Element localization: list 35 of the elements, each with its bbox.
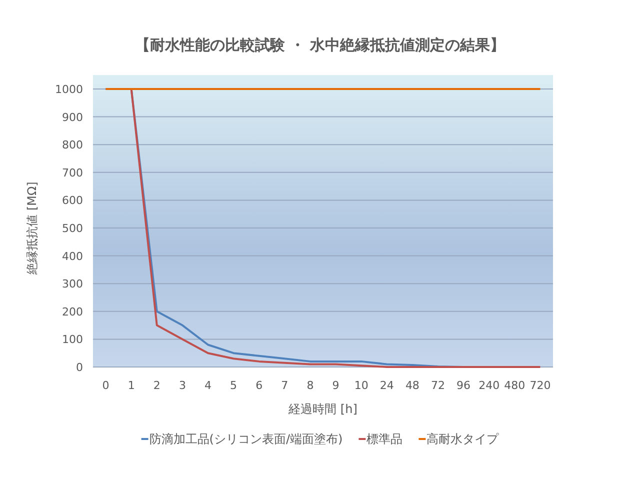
x-tick-label: 9 <box>332 379 340 392</box>
y-tick-label: 200 <box>62 305 83 318</box>
x-tick-label: 480 <box>504 379 526 392</box>
x-tick-label: 7 <box>281 379 288 392</box>
x-tick-label: 5 <box>230 379 238 392</box>
x-tick-label: 3 <box>178 379 186 392</box>
y-tick-label: 500 <box>62 222 83 235</box>
x-tick-label: 6 <box>256 379 263 392</box>
y-tick-label: 400 <box>62 250 83 263</box>
y-tick-label: 700 <box>62 166 83 180</box>
legend-label: 高耐水タイプ <box>426 432 500 446</box>
legend-label: 防滴加工品(シリコン表面/端面塗布) <box>149 432 343 446</box>
x-axis-title: 経過時間 [h] <box>288 402 358 416</box>
x-tick-label: 48 <box>405 379 420 392</box>
x-tick-label: 24 <box>380 379 394 392</box>
x-tick-label: 720 <box>530 379 551 392</box>
y-axis-title: 絶縁抵抗値 [MΩ] <box>25 182 39 276</box>
legend-label: 標準品 <box>366 432 403 446</box>
x-tick-label: 0 <box>102 379 110 392</box>
y-tick-label: 800 <box>62 138 83 152</box>
x-tick-label: 10 <box>354 379 368 392</box>
y-tick-label: 100 <box>62 333 83 346</box>
x-tick-label: 4 <box>204 379 212 392</box>
y-tick-label: 0 <box>76 361 83 374</box>
x-tick-label: 1 <box>128 379 135 392</box>
y-tick-label: 1000 <box>55 83 83 96</box>
x-tick-label: 2 <box>153 379 160 392</box>
y-tick-label: 900 <box>62 110 83 124</box>
chart-title: 【耐水性能の比較試験 ・ 水中絶縁抵抗値測定の結果】 <box>134 36 506 54</box>
x-tick-label: 96 <box>456 379 471 392</box>
y-tick-label: 300 <box>62 278 83 291</box>
y-tick-label: 600 <box>62 194 83 208</box>
x-tick-label: 8 <box>306 379 314 392</box>
x-tick-label: 240 <box>478 379 500 392</box>
x-tick-label: 72 <box>431 379 445 392</box>
